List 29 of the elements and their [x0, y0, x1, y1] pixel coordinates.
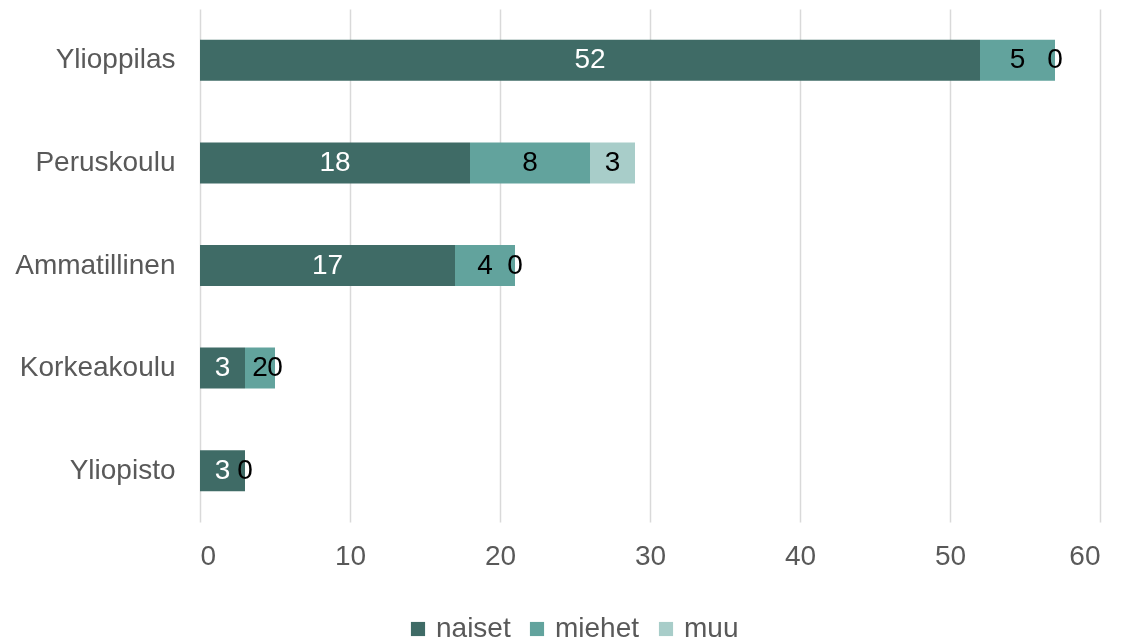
data-label: 0 — [237, 453, 253, 485]
y-tick-label: Peruskoulu — [35, 145, 176, 177]
data-label: 2 — [252, 351, 268, 383]
x-tick-label: 40 — [784, 539, 817, 571]
x-tick-label: 20 — [484, 539, 517, 571]
y-tick-label: Ylioppilas — [55, 43, 176, 75]
y-tick-label: Yliopisto — [69, 453, 176, 485]
data-label: 3 — [214, 351, 231, 383]
legend-label: miehet — [555, 612, 640, 643]
data-label: 18 — [319, 145, 351, 177]
y-tick-label: Ammatillinen — [15, 248, 176, 280]
data-label: 5 — [1009, 43, 1026, 75]
data-label: 52 — [574, 43, 606, 75]
data-label: 0 — [507, 248, 523, 280]
legend-label: muu — [684, 612, 739, 643]
x-tick-label: 60 — [1069, 539, 1101, 571]
data-label: 8 — [522, 145, 538, 177]
data-label: 4 — [477, 248, 493, 280]
data-label: 3 — [604, 145, 621, 177]
data-label: 0 — [1047, 43, 1063, 75]
data-label: 17 — [311, 248, 344, 280]
data-label: 3 — [214, 453, 231, 485]
x-tick-label: 10 — [334, 539, 367, 571]
legend-label: naiset — [436, 612, 511, 643]
x-tick-label: 0 — [200, 539, 217, 571]
data-label: 0 — [267, 351, 283, 383]
x-tick-label: 30 — [634, 539, 667, 571]
x-tick-label: 50 — [934, 539, 967, 571]
y-tick-label: Korkeakoulu — [19, 351, 176, 383]
